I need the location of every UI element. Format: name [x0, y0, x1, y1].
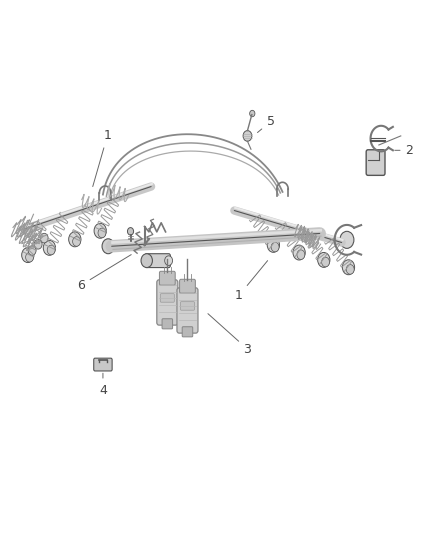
Text: 6: 6 — [77, 255, 131, 292]
FancyBboxPatch shape — [177, 288, 198, 333]
Circle shape — [321, 257, 329, 267]
Circle shape — [318, 253, 330, 268]
Circle shape — [340, 231, 354, 248]
FancyBboxPatch shape — [182, 327, 193, 337]
FancyBboxPatch shape — [180, 302, 194, 310]
FancyBboxPatch shape — [159, 271, 175, 285]
Circle shape — [94, 223, 106, 238]
Circle shape — [243, 131, 252, 141]
Circle shape — [98, 228, 106, 238]
FancyBboxPatch shape — [94, 358, 112, 371]
Circle shape — [346, 264, 354, 274]
Circle shape — [22, 248, 34, 263]
Circle shape — [127, 228, 134, 235]
Circle shape — [293, 245, 305, 260]
Circle shape — [40, 233, 48, 243]
Circle shape — [102, 239, 114, 254]
Circle shape — [47, 245, 55, 255]
Circle shape — [43, 240, 56, 255]
Text: 5: 5 — [258, 115, 275, 133]
FancyBboxPatch shape — [160, 294, 174, 302]
FancyBboxPatch shape — [162, 319, 173, 329]
Circle shape — [73, 237, 81, 246]
Circle shape — [165, 256, 173, 265]
Text: 4: 4 — [99, 373, 107, 397]
Circle shape — [271, 242, 279, 252]
Circle shape — [343, 260, 355, 274]
Circle shape — [69, 232, 81, 247]
Text: 3: 3 — [208, 313, 251, 356]
Circle shape — [297, 250, 305, 260]
FancyBboxPatch shape — [366, 150, 385, 175]
Text: 1: 1 — [235, 261, 268, 302]
Circle shape — [250, 110, 255, 117]
Circle shape — [28, 246, 36, 255]
Text: 2: 2 — [395, 144, 413, 157]
Circle shape — [26, 253, 34, 262]
Text: 1: 1 — [93, 130, 111, 187]
FancyBboxPatch shape — [145, 254, 170, 268]
Circle shape — [141, 254, 152, 268]
FancyBboxPatch shape — [180, 279, 195, 293]
Circle shape — [267, 237, 279, 252]
Circle shape — [34, 239, 42, 249]
FancyBboxPatch shape — [157, 280, 178, 325]
